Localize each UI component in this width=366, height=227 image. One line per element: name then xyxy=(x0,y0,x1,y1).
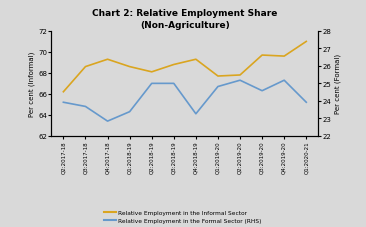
Relative Employment in the Formal Sector (RHS) xyxy=(304,101,309,104)
Relative Employment in the Formal Sector (RHS) xyxy=(105,120,110,123)
Relative Employment in the Formal Sector (RHS) xyxy=(282,79,286,82)
Relative Employment in the Informal Sector xyxy=(282,55,286,58)
Relative Employment in the Informal Sector xyxy=(83,66,88,69)
Relative Employment in the Informal Sector xyxy=(304,41,309,44)
Relative Employment in the Formal Sector (RHS) xyxy=(127,111,132,114)
Relative Employment in the Informal Sector xyxy=(172,64,176,67)
Relative Employment in the Formal Sector (RHS) xyxy=(260,90,264,93)
Relative Employment in the Informal Sector xyxy=(105,59,110,61)
Relative Employment in the Informal Sector xyxy=(61,91,66,94)
Relative Employment in the Formal Sector (RHS) xyxy=(194,113,198,116)
Relative Employment in the Informal Sector xyxy=(238,74,242,77)
Relative Employment in the Informal Sector xyxy=(150,71,154,74)
Relative Employment in the Informal Sector xyxy=(194,59,198,61)
Relative Employment in the Formal Sector (RHS) xyxy=(216,86,220,89)
Relative Employment in the Formal Sector (RHS) xyxy=(150,83,154,85)
Line: Relative Employment in the Informal Sector: Relative Employment in the Informal Sect… xyxy=(63,42,306,92)
Y-axis label: Per cent (Informal): Per cent (Informal) xyxy=(29,52,35,116)
Relative Employment in the Informal Sector xyxy=(127,66,132,69)
Relative Employment in the Formal Sector (RHS) xyxy=(172,83,176,85)
Relative Employment in the Formal Sector (RHS) xyxy=(83,106,88,108)
Line: Relative Employment in the Formal Sector (RHS): Relative Employment in the Formal Sector… xyxy=(63,81,306,122)
Legend: Relative Employment in the Informal Sector, Relative Employment in the Formal Se: Relative Employment in the Informal Sect… xyxy=(103,209,263,224)
Relative Employment in the Informal Sector xyxy=(216,75,220,78)
Y-axis label: Per cent (Formal): Per cent (Formal) xyxy=(334,54,341,114)
Relative Employment in the Informal Sector xyxy=(260,54,264,57)
Relative Employment in the Formal Sector (RHS) xyxy=(238,79,242,82)
Title: Chart 2: Relative Employment Share
(Non-Agriculture): Chart 2: Relative Employment Share (Non-… xyxy=(92,9,277,30)
Relative Employment in the Formal Sector (RHS) xyxy=(61,101,66,104)
